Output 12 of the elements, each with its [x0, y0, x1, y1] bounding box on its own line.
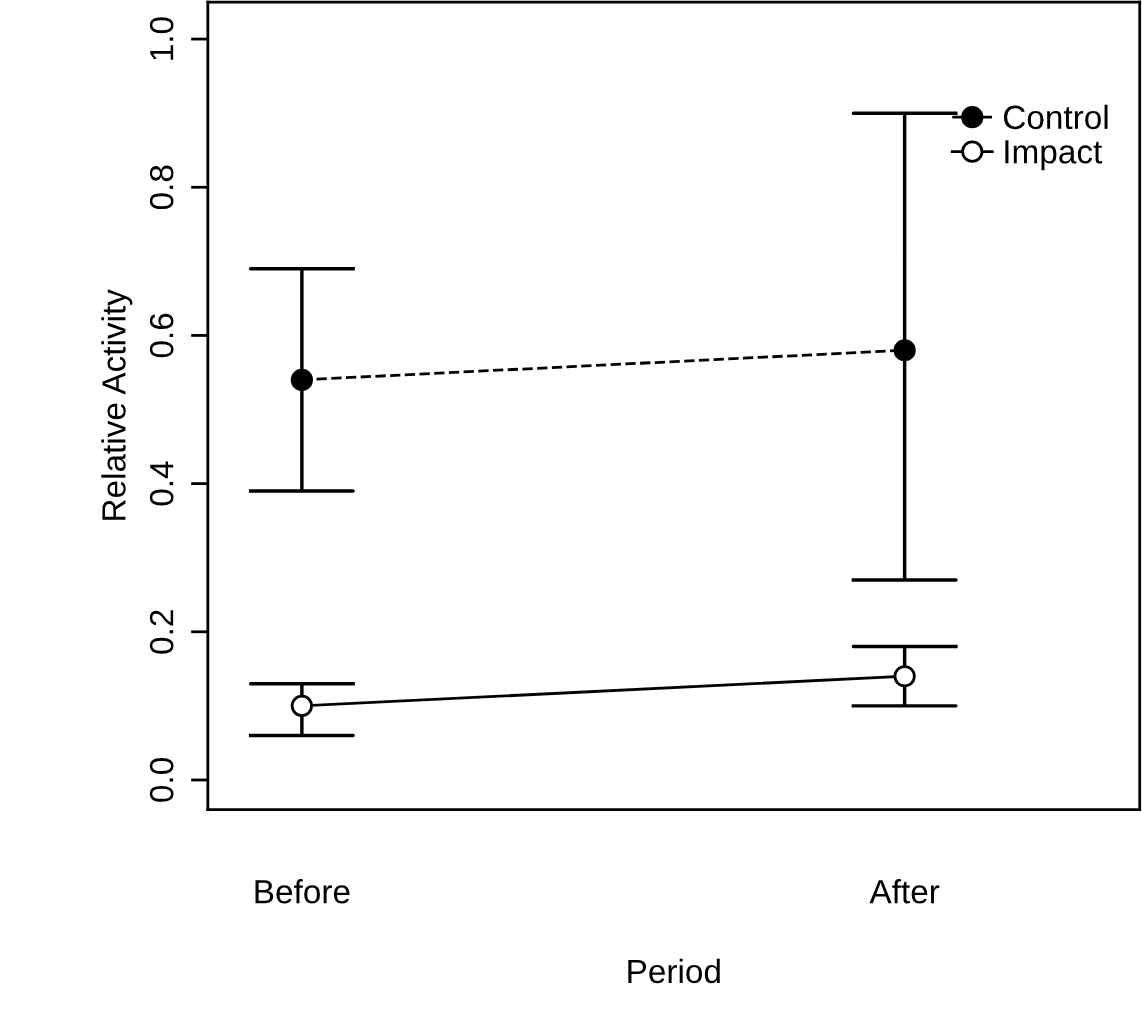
legend-label: Control — [1003, 104, 1108, 130]
x-tick-label: After — [869, 879, 940, 904]
y-axis-title: Relative Activity — [101, 289, 133, 520]
y-tick-label: 0.0 — [149, 758, 174, 802]
y-tick-label: 0.2 — [149, 610, 174, 654]
x-tick-label: Before — [255, 879, 350, 904]
legend-label: Impact — [1005, 140, 1103, 171]
y-tick-label: 0.6 — [149, 313, 174, 358]
y-tick-label: 1.0 — [149, 17, 174, 60]
y-tick-label: 0.4 — [149, 461, 174, 506]
x-axis-title: Period — [628, 958, 720, 984]
y-tick-label: 0.8 — [149, 165, 174, 210]
